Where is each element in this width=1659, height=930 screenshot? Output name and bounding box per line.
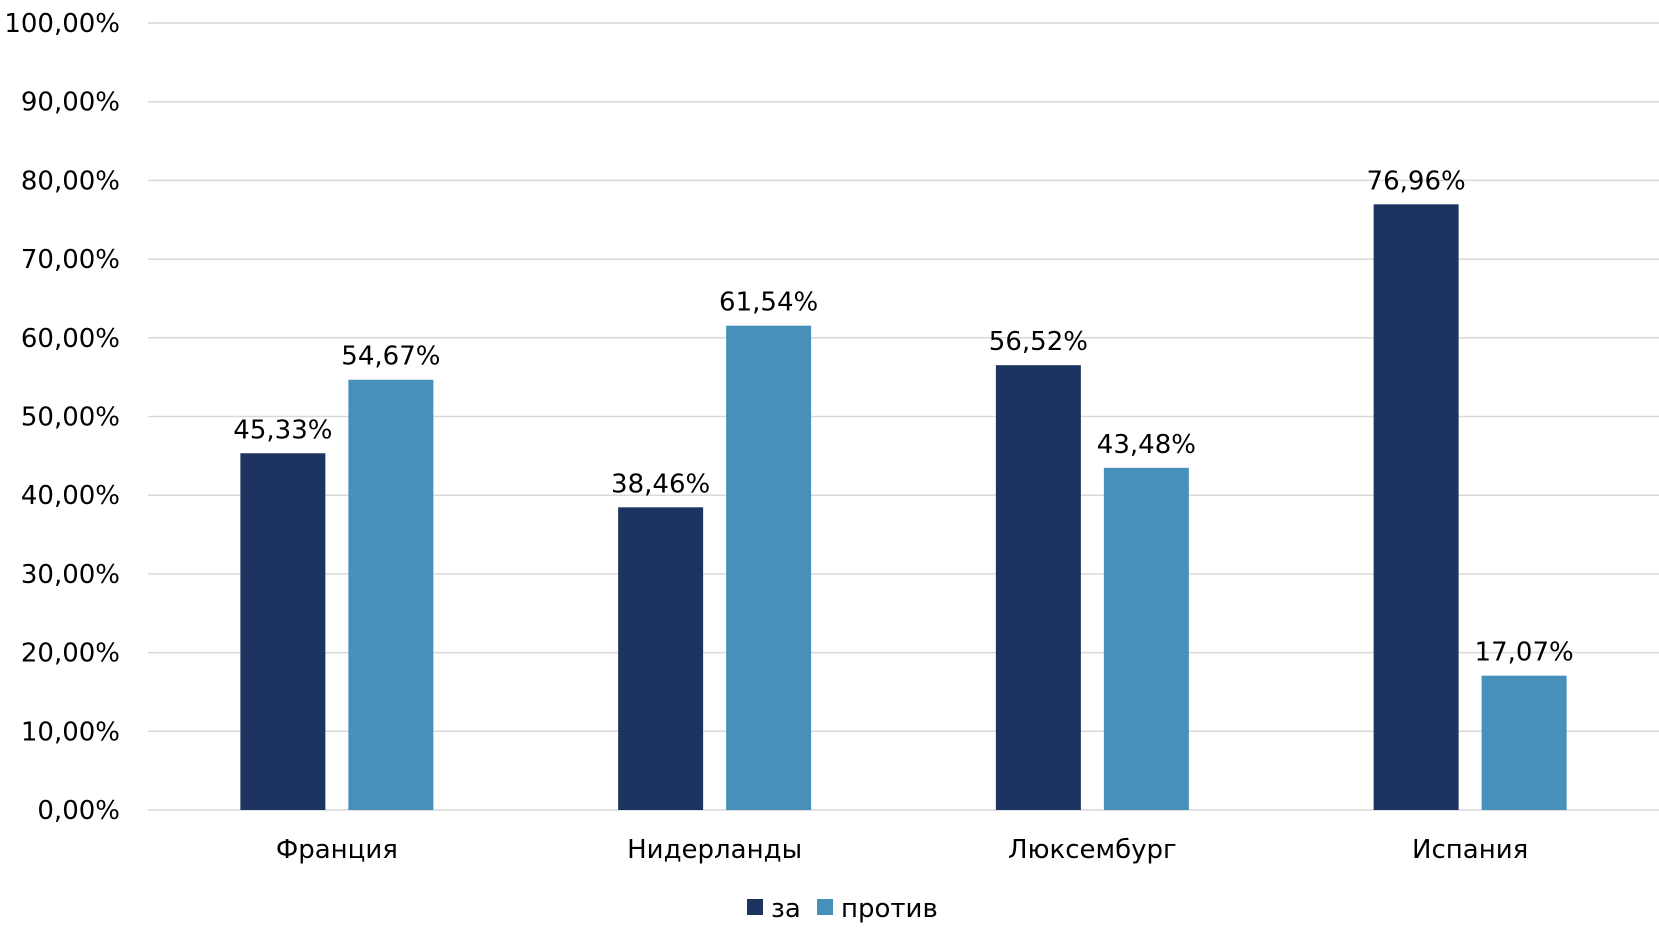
bar-protiv-2 xyxy=(726,325,812,810)
bar-za-2 xyxy=(618,507,704,810)
y-tick-label: 70,00% xyxy=(21,245,120,275)
x-category-label: Нидерланды xyxy=(627,835,802,865)
y-tick-label: 0,00% xyxy=(37,796,120,826)
y-tick-label: 50,00% xyxy=(21,403,120,433)
x-axis-category-labels: Франция Нидерланды Люксембург Испания xyxy=(276,835,1528,865)
data-label: 45,33% xyxy=(233,415,332,445)
x-category-label: Испания xyxy=(1412,835,1528,865)
data-label: 56,52% xyxy=(989,327,1088,357)
data-label: 38,46% xyxy=(611,469,710,499)
data-label: 61,54% xyxy=(719,288,818,318)
bar-za-1 xyxy=(240,453,326,810)
legend-swatch xyxy=(747,899,763,915)
data-label: 76,96% xyxy=(1367,166,1466,196)
legend-label: против xyxy=(841,894,938,924)
legend-swatch xyxy=(817,899,833,915)
y-tick-label: 10,00% xyxy=(21,717,120,747)
data-labels: 45,33% 54,67% 38,46% 61,54% 56,52% 43,48% 76,9… xyxy=(233,166,1573,667)
bar-protiv-1 xyxy=(348,379,434,810)
legend-label: за xyxy=(771,894,801,924)
data-label: 54,67% xyxy=(341,342,440,372)
bar-protiv-3 xyxy=(1103,467,1189,810)
bar-za-3 xyxy=(995,365,1081,810)
y-tick-label: 20,00% xyxy=(21,639,120,669)
y-tick-label: 30,00% xyxy=(21,560,120,590)
data-label: 43,48% xyxy=(1097,430,1196,460)
y-tick-label: 40,00% xyxy=(21,481,120,511)
y-axis-tick-labels: 0,00% 10,00% 20,00% 30,00% 40,00% 50,00% 60,00… xyxy=(4,9,120,826)
y-tick-label: 90,00% xyxy=(21,88,120,118)
x-category-label: Люксембург xyxy=(1008,835,1177,865)
y-tick-label: 100,00% xyxy=(4,9,120,39)
y-tick-label: 80,00% xyxy=(21,166,120,196)
data-label: 17,07% xyxy=(1475,638,1574,668)
y-tick-label: 60,00% xyxy=(21,324,120,354)
bars xyxy=(240,204,1567,810)
bar-za-4 xyxy=(1373,204,1459,810)
bar-protiv-4 xyxy=(1481,675,1567,810)
legend: за против xyxy=(747,894,938,924)
x-category-label: Франция xyxy=(276,835,398,865)
